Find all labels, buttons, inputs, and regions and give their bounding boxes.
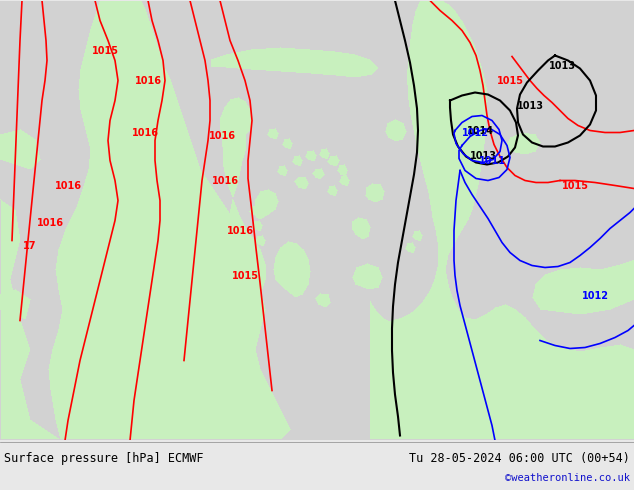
Text: 1011: 1011: [479, 155, 505, 166]
Text: 1015: 1015: [91, 46, 119, 55]
Text: 1016: 1016: [226, 225, 254, 236]
Text: 1016: 1016: [134, 75, 162, 85]
Text: 1016: 1016: [55, 180, 82, 191]
Text: 1015: 1015: [496, 75, 524, 85]
Text: 1015: 1015: [231, 270, 259, 280]
Text: Surface pressure [hPa] ECMWF: Surface pressure [hPa] ECMWF: [4, 451, 204, 465]
Text: 1013: 1013: [548, 60, 576, 71]
Text: 1016: 1016: [131, 127, 158, 138]
Text: ©weatheronline.co.uk: ©weatheronline.co.uk: [505, 473, 630, 483]
Text: 1016: 1016: [209, 130, 235, 141]
Text: 1015: 1015: [562, 180, 588, 191]
Text: 1016: 1016: [212, 175, 238, 186]
Text: 1012: 1012: [462, 127, 489, 138]
Text: 17: 17: [23, 241, 37, 250]
Text: 1013: 1013: [517, 100, 543, 111]
Text: 1013: 1013: [470, 150, 496, 161]
Text: 1012: 1012: [581, 291, 609, 300]
Text: Tu 28-05-2024 06:00 UTC (00+54): Tu 28-05-2024 06:00 UTC (00+54): [409, 451, 630, 465]
Text: 1016: 1016: [37, 218, 63, 227]
Text: 1014: 1014: [467, 125, 493, 136]
